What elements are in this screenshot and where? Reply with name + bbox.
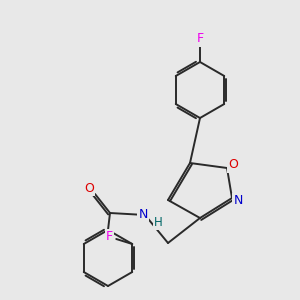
Text: O: O <box>228 158 238 172</box>
Text: O: O <box>84 182 94 194</box>
Text: F: F <box>196 32 204 46</box>
Text: N: N <box>138 208 148 220</box>
Text: F: F <box>106 230 113 242</box>
Text: N: N <box>233 194 243 206</box>
Text: H: H <box>154 217 162 230</box>
